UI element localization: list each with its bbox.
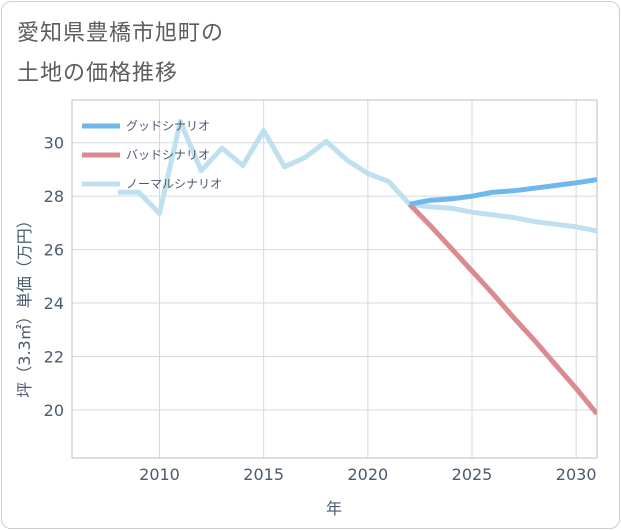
x-tick-label: 2010 — [139, 465, 180, 484]
legend-label: バッドシナリオ — [126, 148, 210, 162]
x-tick-label: 2015 — [243, 465, 284, 484]
series-line-0 — [409, 177, 597, 207]
series-line-2 — [117, 118, 597, 234]
chart-title-line2: 土地の価格推移 — [17, 61, 179, 86]
x-tick-label: 2025 — [452, 465, 493, 484]
y-tick-label: 28 — [44, 187, 64, 206]
plot-area-border — [71, 99, 598, 459]
y-tick-label: 30 — [44, 134, 64, 153]
x-axis-title: 年 — [326, 499, 342, 518]
chart-title-line1: 愛知県豊橋市旭町の — [17, 21, 225, 46]
series-layer — [117, 118, 597, 416]
y-axis-title: 坪（3.3㎡）単価（万円） — [15, 212, 34, 397]
grid — [72, 100, 597, 458]
x-tick-label: 2030 — [556, 465, 597, 484]
y-tick-label: 24 — [44, 294, 64, 313]
y-tick-label: 26 — [44, 241, 64, 260]
legend-label: グッドシナリオ — [126, 119, 210, 133]
y-tick-label: 20 — [44, 401, 64, 420]
legend-label: ノーマルシナリオ — [126, 177, 222, 191]
series-line-1 — [407, 202, 597, 416]
y-tick-label: 22 — [44, 347, 64, 366]
axis-ticks: 2010 2015 2020 2025 2030 20 22 24 26 28 30 — [44, 134, 597, 484]
x-tick-label: 2020 — [347, 465, 388, 484]
